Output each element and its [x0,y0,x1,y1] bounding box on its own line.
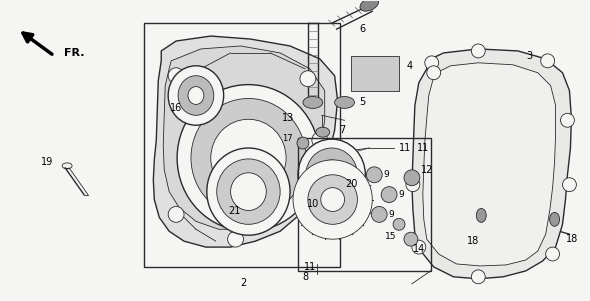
Ellipse shape [425,56,438,70]
Text: 10: 10 [307,200,319,209]
Bar [145,23,340,267]
Ellipse shape [471,270,485,284]
Ellipse shape [393,218,405,230]
Ellipse shape [540,54,555,68]
Text: 18: 18 [566,234,579,244]
Ellipse shape [371,206,387,222]
Text: 20: 20 [345,179,358,189]
Ellipse shape [191,98,306,217]
Ellipse shape [560,113,575,127]
Text: 15: 15 [385,232,397,241]
Ellipse shape [306,148,358,202]
Ellipse shape [298,139,365,210]
Ellipse shape [178,76,214,115]
Ellipse shape [168,68,184,84]
Ellipse shape [316,127,330,137]
Ellipse shape [546,247,559,261]
Ellipse shape [293,160,372,239]
Polygon shape [423,63,556,266]
Ellipse shape [321,188,345,211]
Text: 19: 19 [41,157,54,167]
Bar [352,56,399,91]
Text: 12: 12 [421,165,433,175]
Text: 9: 9 [384,170,389,179]
Ellipse shape [303,97,323,108]
Ellipse shape [412,240,426,254]
Ellipse shape [381,187,397,203]
Text: 11: 11 [399,143,411,153]
Ellipse shape [297,137,309,149]
Polygon shape [153,36,337,247]
Text: 5: 5 [359,98,366,107]
Text: 16: 16 [170,103,182,113]
Text: 7: 7 [340,125,346,135]
Ellipse shape [550,213,559,226]
Ellipse shape [312,132,327,148]
Text: 17: 17 [283,134,293,143]
Text: 18: 18 [467,236,480,246]
Ellipse shape [300,71,316,87]
Text: 2: 2 [240,278,247,288]
Text: 9: 9 [388,210,394,219]
Ellipse shape [308,175,358,224]
Ellipse shape [427,66,441,80]
Text: 14: 14 [413,244,425,254]
Text: 3: 3 [527,51,533,61]
Ellipse shape [217,159,280,224]
Ellipse shape [360,0,379,11]
Ellipse shape [471,44,485,58]
Ellipse shape [318,160,346,190]
Text: 8: 8 [302,272,308,282]
Text: 6: 6 [359,24,365,34]
Polygon shape [412,49,572,279]
Text: 11: 11 [304,262,316,272]
Ellipse shape [366,167,382,183]
Text: 4: 4 [407,61,413,71]
Ellipse shape [168,66,224,125]
Ellipse shape [207,148,290,235]
Bar [298,138,431,271]
Ellipse shape [406,178,420,192]
Ellipse shape [404,232,418,246]
Ellipse shape [188,87,204,104]
Ellipse shape [562,178,576,192]
Ellipse shape [335,97,355,108]
Ellipse shape [177,85,320,231]
Text: 9: 9 [398,190,404,199]
Text: 13: 13 [282,113,294,123]
Polygon shape [163,46,324,229]
Ellipse shape [404,170,420,186]
Ellipse shape [168,206,184,222]
Ellipse shape [476,209,486,222]
Ellipse shape [211,119,286,197]
Text: FR.: FR. [64,48,84,58]
Ellipse shape [231,173,266,210]
Text: 21: 21 [228,206,241,216]
Ellipse shape [228,231,244,247]
Text: 11: 11 [417,143,429,153]
